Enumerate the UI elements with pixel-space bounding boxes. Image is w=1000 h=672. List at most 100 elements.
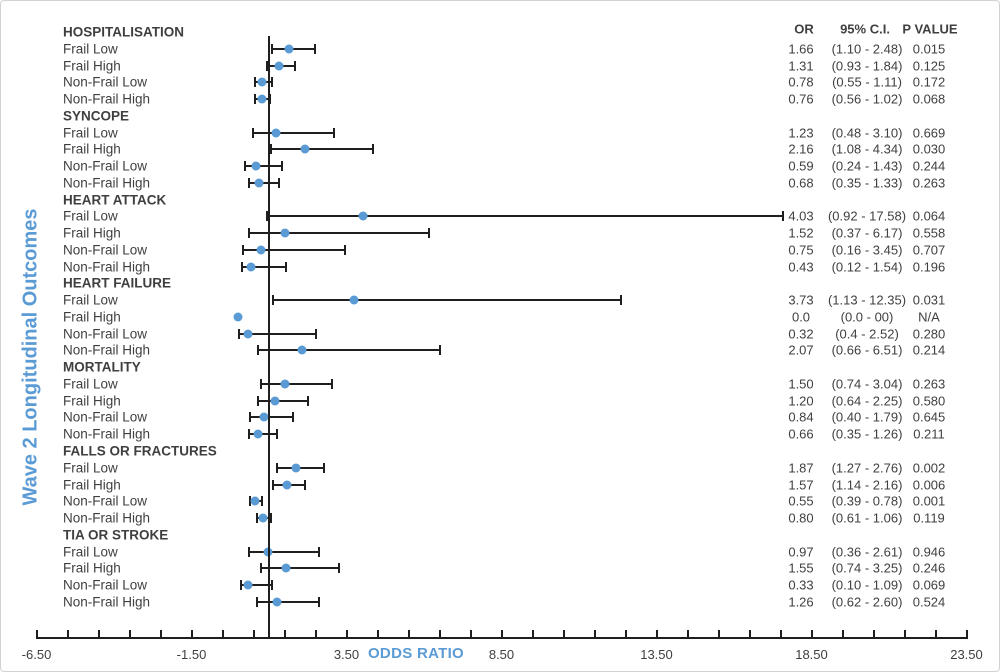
row-label: Non-Frail High	[63, 426, 151, 442]
forest-dot	[257, 77, 267, 87]
error-bar-cap-right	[270, 580, 273, 591]
error-bar-cap-left	[271, 43, 274, 54]
row-label: Non-Frail Low	[63, 74, 148, 90]
error-bar-cap-left	[247, 429, 250, 440]
ci-value: (0.35 - 1.26)	[831, 426, 903, 442]
axis-tick	[35, 630, 38, 637]
or-value: 1.23	[788, 125, 814, 141]
or-value: 0.80	[788, 510, 814, 526]
error-bar-cap-left	[244, 161, 247, 172]
error-bar	[252, 131, 335, 134]
p-value: 0.001	[912, 493, 946, 509]
forest-dot	[243, 580, 253, 590]
ci-value: (0.36 - 2.61)	[831, 544, 903, 560]
row-label: Frail High	[63, 58, 121, 74]
or-value: 1.57	[788, 477, 814, 493]
forest-dot	[358, 211, 368, 221]
column-header-or: OR	[794, 21, 814, 37]
or-value: 1.52	[788, 225, 814, 241]
error-bar	[273, 299, 621, 302]
forest-dot	[297, 345, 307, 355]
ci-value: (0.0 - 00)	[840, 309, 894, 325]
ci-value: (0.48 - 3.10)	[831, 125, 903, 141]
error-bar	[258, 349, 440, 352]
axis-tick	[655, 630, 658, 637]
error-bar-cap-left	[259, 563, 262, 574]
p-value: 0.006	[912, 477, 946, 493]
axis-tick	[934, 630, 937, 637]
error-bar-cap-right	[331, 378, 334, 389]
error-bar	[239, 332, 317, 335]
axis-tick	[531, 630, 534, 637]
error-bar-cap-left	[257, 345, 260, 356]
forest-dot	[243, 329, 253, 339]
forest-dot	[233, 312, 243, 322]
p-value: 0.263	[912, 175, 946, 191]
axis-tick-label: -1.50	[176, 647, 207, 662]
ci-value: (0.64 - 2.25)	[831, 393, 903, 409]
axis-tick	[872, 630, 875, 637]
forest-dot	[282, 480, 292, 490]
error-bar-cap-right	[322, 462, 325, 473]
forest-dot	[256, 245, 266, 255]
or-value: 1.87	[788, 460, 814, 476]
or-value: 1.26	[788, 594, 814, 610]
axis-tick	[469, 630, 472, 637]
error-bar	[249, 550, 319, 553]
or-value: 1.55	[788, 560, 814, 576]
p-value: 0.068	[912, 91, 946, 107]
error-bar-cap-right	[371, 144, 374, 155]
axis-tick	[500, 630, 503, 637]
error-bar-cap-left	[270, 144, 273, 155]
category-label: HEART FAILURE	[63, 275, 171, 291]
error-bar-cap-left	[265, 211, 268, 222]
forest-dot	[300, 144, 310, 154]
ci-value: (0.74 - 3.25)	[831, 560, 903, 576]
row-label: Non-Frail Low	[63, 493, 148, 509]
ci-value: (1.13 - 12.35)	[827, 292, 907, 308]
ci-value: (0.55 - 1.11)	[832, 74, 902, 90]
error-bar-cap-left	[276, 462, 279, 473]
ci-value: (0.35 - 1.33)	[831, 175, 903, 191]
y-axis-title: Wave 2 Longitudinal Outcomes	[19, 208, 42, 506]
row-label: Frail High	[63, 225, 121, 241]
ci-value: (0.10 - 1.09)	[831, 577, 903, 593]
forest-dot	[271, 128, 281, 138]
row-label: Non-Frail Low	[63, 326, 148, 342]
ci-value: (0.93 - 1.84)	[831, 58, 903, 74]
axis-tick	[221, 630, 224, 637]
forest-dot	[254, 178, 264, 188]
ci-value: (0.56 - 1.02)	[831, 91, 903, 107]
or-value: 0.84	[788, 409, 814, 425]
p-value: N/A	[918, 309, 940, 325]
error-bar-cap-left	[256, 596, 259, 607]
or-value: 0.78	[788, 74, 814, 90]
error-bar-cap-left	[249, 412, 252, 423]
error-bar-cap-right	[317, 546, 320, 557]
forest-dot	[259, 412, 269, 422]
row-label: Frail Low	[63, 376, 118, 392]
error-bar	[257, 600, 319, 603]
category-label: TIA OR STROKE	[63, 527, 169, 543]
ci-value: (0.61 - 1.06)	[831, 510, 903, 526]
error-bar-cap-right	[269, 513, 272, 524]
category-label: HOSPITALISATION	[63, 24, 184, 40]
error-bar-cap-left	[254, 94, 257, 105]
ci-value: (0.37 - 6.17)	[831, 225, 903, 241]
or-value: 0.32	[788, 326, 814, 342]
error-bar-cap-right	[294, 60, 297, 71]
error-bar-cap-right	[619, 295, 622, 306]
forest-dot	[270, 396, 280, 406]
error-bar-cap-right	[278, 177, 281, 188]
x-axis-line	[35, 637, 968, 639]
error-bar-cap-right	[315, 328, 318, 339]
axis-tick-label: 23.50	[950, 647, 983, 662]
error-bar-cap-left	[272, 479, 275, 490]
or-value: 4.03	[788, 208, 814, 224]
column-header-p-value: P VALUE	[902, 21, 958, 37]
or-value: 0.68	[788, 175, 814, 191]
row-label: Frail Low	[63, 125, 118, 141]
ci-value: (1.08 - 4.34)	[831, 141, 903, 157]
p-value: 0.580	[912, 393, 946, 409]
error-bar-cap-left	[272, 295, 275, 306]
